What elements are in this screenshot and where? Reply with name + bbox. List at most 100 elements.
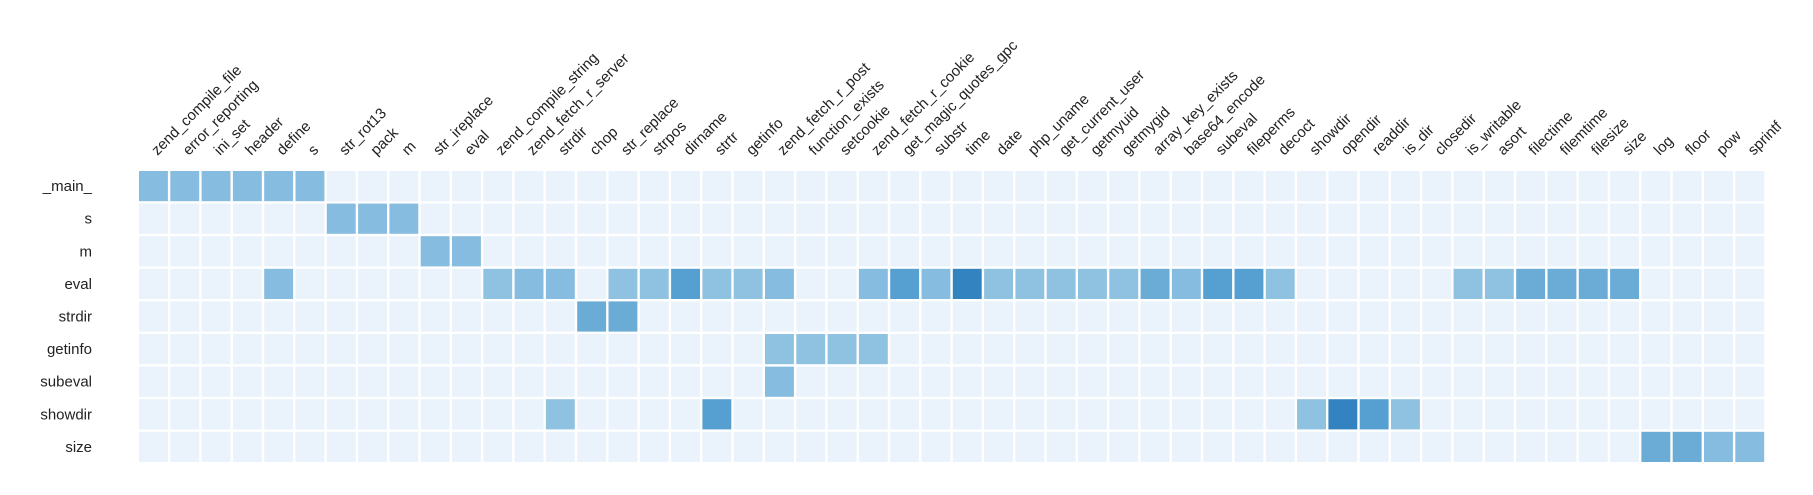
heatmap-cell bbox=[1109, 301, 1139, 332]
heatmap-cell bbox=[1203, 399, 1233, 430]
heatmap-cell bbox=[326, 334, 356, 365]
heatmap-cell bbox=[1359, 366, 1389, 397]
heatmap-cell bbox=[952, 399, 982, 430]
row-label-subeval: subeval bbox=[40, 374, 92, 391]
heatmap-cell bbox=[264, 268, 294, 299]
heatmap-cell bbox=[858, 399, 888, 430]
heatmap-cell bbox=[483, 268, 513, 299]
heatmap-cell bbox=[577, 399, 607, 430]
heatmap-cell bbox=[1610, 301, 1639, 332]
heatmap-cell bbox=[1422, 203, 1452, 234]
heatmap-cell bbox=[1453, 171, 1483, 202]
heatmap-cell bbox=[1516, 334, 1546, 365]
heatmap-cell bbox=[890, 366, 920, 397]
heatmap-cell bbox=[639, 366, 669, 397]
heatmap-cell bbox=[733, 203, 763, 234]
heatmap-cell bbox=[921, 431, 951, 462]
heatmap-cell bbox=[514, 268, 544, 299]
heatmap-cell bbox=[545, 236, 575, 267]
heatmap-cell bbox=[1704, 301, 1733, 332]
heatmap-cell bbox=[1234, 171, 1264, 202]
heatmap-cell bbox=[170, 236, 200, 267]
heatmap-cell bbox=[1516, 268, 1546, 299]
heatmap-cell bbox=[358, 171, 387, 202]
heatmap-cell bbox=[608, 236, 638, 267]
heatmap-cell bbox=[1015, 431, 1045, 462]
heatmap-cell bbox=[1046, 334, 1076, 365]
heatmap-cell bbox=[858, 171, 888, 202]
heatmap-cell bbox=[326, 399, 356, 430]
heatmap-cell bbox=[389, 334, 419, 365]
heatmap-cell bbox=[1171, 203, 1201, 234]
heatmap-cell bbox=[1422, 268, 1452, 299]
heatmap-cell bbox=[483, 399, 513, 430]
heatmap-cell bbox=[170, 203, 200, 234]
heatmap-cell bbox=[890, 301, 920, 332]
heatmap-cell bbox=[1203, 431, 1233, 462]
heatmap-cell bbox=[1641, 203, 1671, 234]
heatmap-cell bbox=[1547, 399, 1577, 430]
heatmap-cell bbox=[1203, 366, 1233, 397]
heatmap-cell bbox=[1484, 334, 1514, 365]
heatmap-cell bbox=[1391, 171, 1420, 202]
heatmap-cell bbox=[1578, 171, 1608, 202]
heatmap-cell bbox=[952, 268, 982, 299]
heatmap-cell bbox=[232, 268, 262, 299]
heatmap-cell bbox=[1109, 171, 1139, 202]
heatmap-cell bbox=[1171, 399, 1201, 430]
heatmap-cell bbox=[295, 366, 325, 397]
heatmap-cell bbox=[1359, 334, 1389, 365]
heatmap-cell bbox=[639, 301, 669, 332]
heatmap-cell bbox=[1328, 366, 1358, 397]
heatmap-cell bbox=[1265, 268, 1295, 299]
heatmap-cell bbox=[796, 301, 826, 332]
heatmap-cell bbox=[1484, 236, 1514, 267]
heatmap-cell bbox=[483, 301, 513, 332]
heatmap-cell bbox=[452, 334, 481, 365]
heatmap-cell bbox=[1610, 236, 1639, 267]
heatmap-cell bbox=[1516, 301, 1546, 332]
heatmap-cell bbox=[796, 203, 826, 234]
heatmap-cell bbox=[984, 334, 1013, 365]
heatmap-cell bbox=[1578, 431, 1608, 462]
heatmap-cell bbox=[1015, 171, 1045, 202]
heatmap-cell bbox=[1578, 236, 1608, 267]
row-label-s: s bbox=[85, 211, 93, 228]
heatmap-cell bbox=[1391, 236, 1420, 267]
heatmap-cell bbox=[1672, 171, 1702, 202]
heatmap-cell bbox=[827, 171, 857, 202]
heatmap-cell bbox=[1735, 268, 1765, 299]
heatmap-cell bbox=[1140, 171, 1170, 202]
heatmap-cell bbox=[608, 203, 638, 234]
column-label-date: date bbox=[993, 126, 1026, 159]
heatmap-cell bbox=[1046, 171, 1076, 202]
heatmap-cell bbox=[452, 236, 481, 267]
heatmap-cell bbox=[326, 431, 356, 462]
heatmap-cell bbox=[295, 334, 325, 365]
heatmap-cell bbox=[921, 334, 951, 365]
heatmap-cell bbox=[1078, 236, 1107, 267]
heatmap-cell bbox=[545, 334, 575, 365]
heatmap-cell bbox=[1610, 399, 1639, 430]
heatmap-cell bbox=[1735, 171, 1765, 202]
heatmap-cell bbox=[608, 301, 638, 332]
heatmap-cell bbox=[514, 399, 544, 430]
heatmap-cell bbox=[671, 301, 700, 332]
heatmap-cell bbox=[733, 268, 763, 299]
heatmap-cell bbox=[1453, 366, 1483, 397]
heatmap-cell bbox=[295, 171, 325, 202]
heatmap-cell bbox=[1641, 431, 1671, 462]
heatmap-cell bbox=[1672, 203, 1702, 234]
column-label-log: log bbox=[1651, 133, 1677, 159]
heatmap-cell bbox=[952, 301, 982, 332]
heatmap-cell bbox=[577, 203, 607, 234]
column-label-sprintf: sprintf bbox=[1745, 117, 1786, 158]
heatmap-cell bbox=[452, 171, 481, 202]
heatmap-cell bbox=[201, 171, 231, 202]
heatmap-cell bbox=[1704, 203, 1733, 234]
heatmap-cell bbox=[608, 366, 638, 397]
heatmap-cell bbox=[1704, 334, 1733, 365]
row-label-size: size bbox=[65, 439, 92, 456]
heatmap-cell bbox=[733, 399, 763, 430]
heatmap-cell bbox=[139, 334, 168, 365]
